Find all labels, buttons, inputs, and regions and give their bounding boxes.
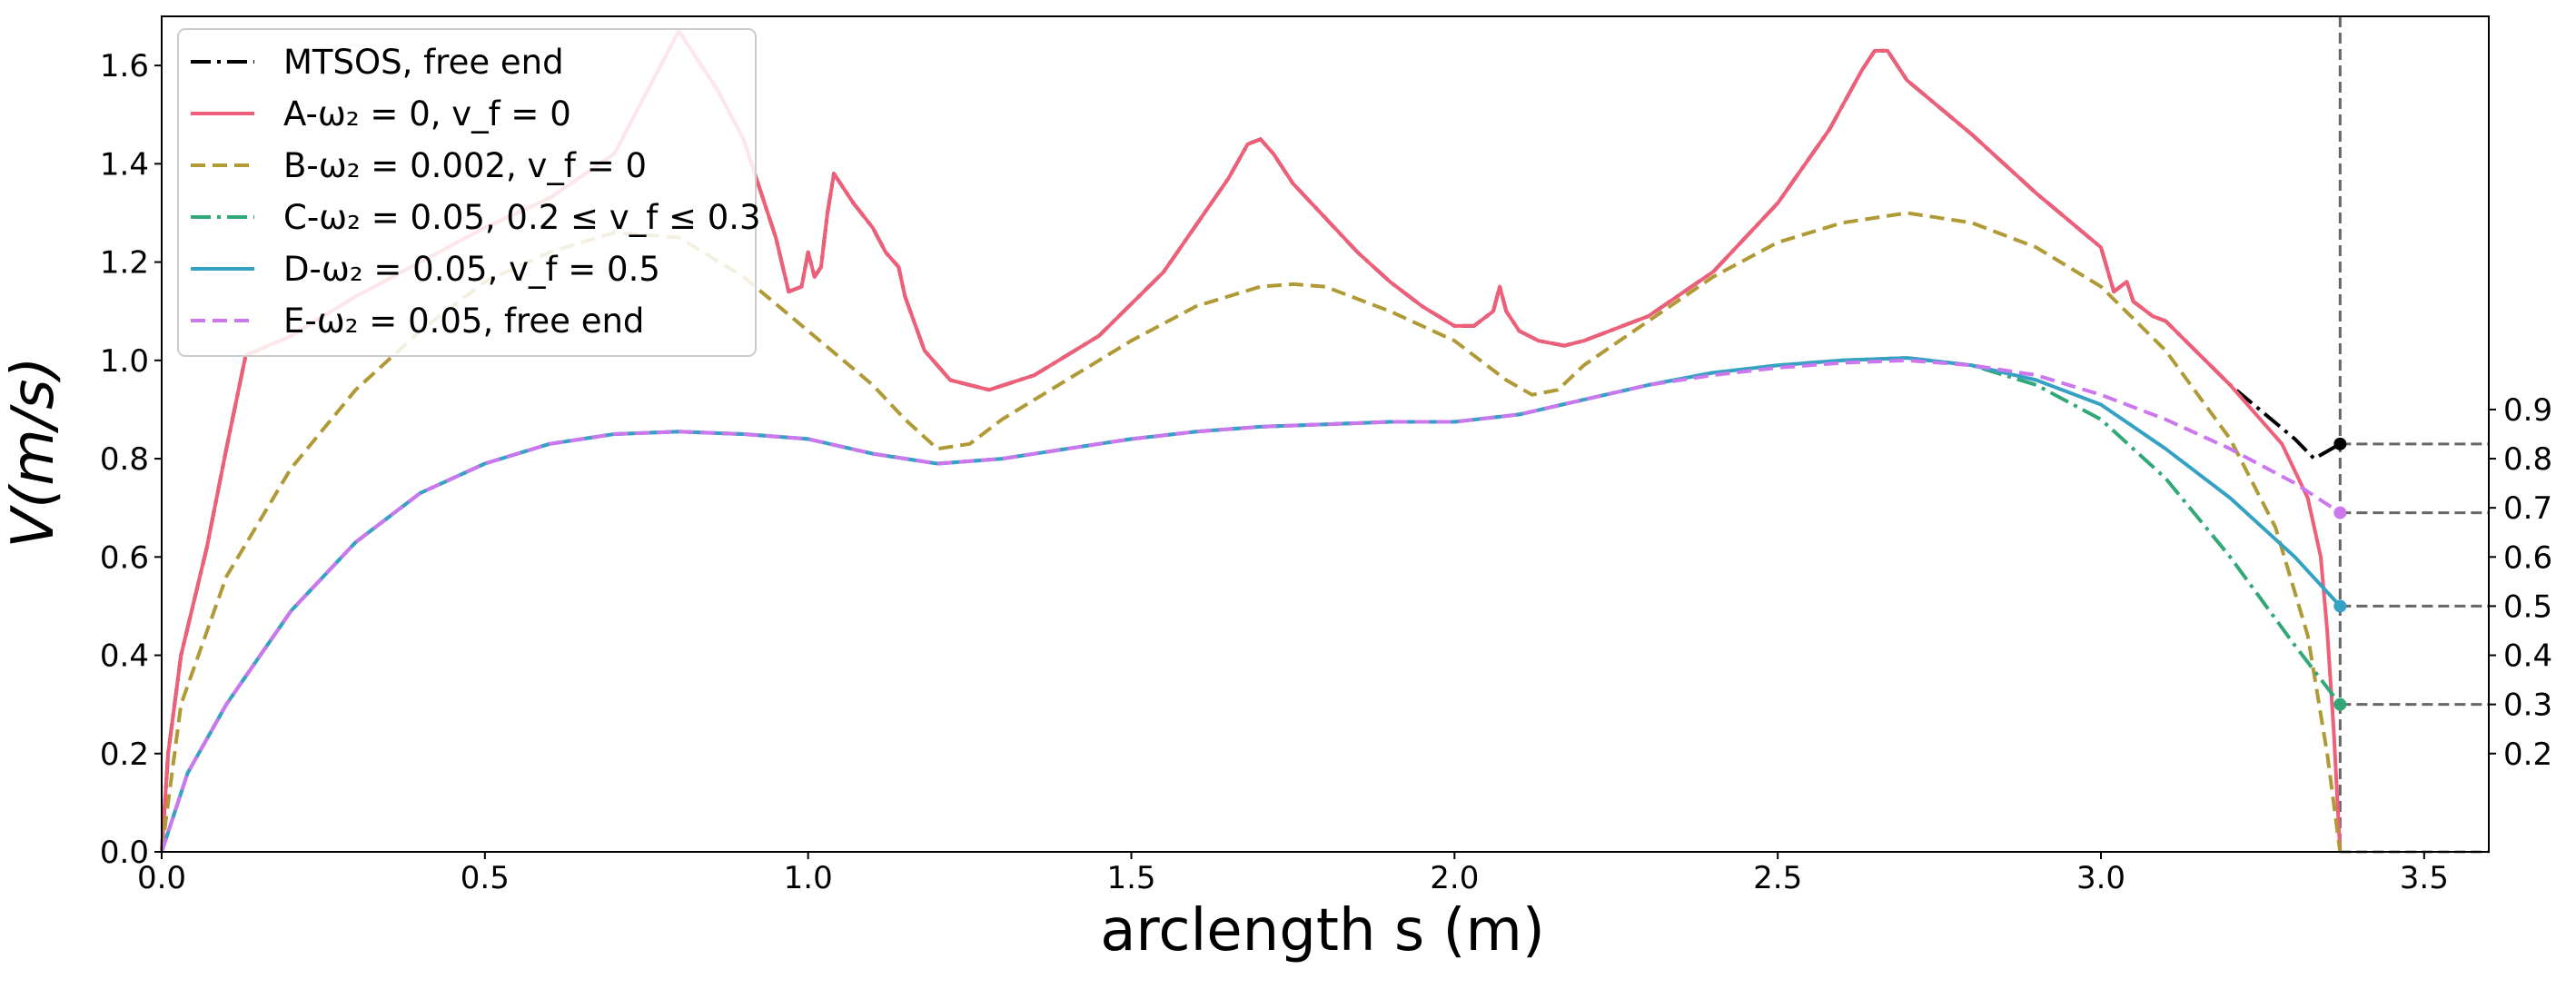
x-tick-label: 3.0 bbox=[2076, 860, 2125, 896]
end-point-marker bbox=[2333, 437, 2347, 450]
y-tick-label: 1.2 bbox=[100, 245, 149, 282]
plot-frame bbox=[161, 15, 2490, 853]
y-tick-label: 0.8 bbox=[100, 441, 149, 478]
end-point-marker bbox=[2333, 506, 2347, 519]
plot-area bbox=[160, 16, 2489, 854]
series-line-f bbox=[160, 358, 2342, 853]
legend-entry-label: C-ω₂ = 0.05, 0.2 ≤ v_f ≤ 0.3 bbox=[283, 198, 761, 237]
right-tick-label: 0.9 bbox=[2503, 392, 2552, 429]
series-line-d bbox=[160, 356, 2342, 853]
y-tick-label: 1.6 bbox=[100, 48, 149, 84]
x-tick-label: 1.0 bbox=[784, 860, 833, 896]
axes: arclength s (m) V(m/s) 0.0 0.5 1.0 1.5 2.0 2.… bbox=[0, 15, 2552, 964]
right-tick-label: 0.2 bbox=[2503, 737, 2552, 773]
right-tick-label: 0.8 bbox=[2503, 441, 2552, 478]
y-tick-label: 0.4 bbox=[100, 638, 149, 675]
x-tick-label: 3.5 bbox=[2400, 860, 2449, 896]
right-tick-label: 0.4 bbox=[2503, 638, 2552, 675]
series-line-e bbox=[160, 356, 2342, 853]
x-axis-label: arclength s (m) bbox=[1100, 897, 1545, 964]
y-tick-label: 0.0 bbox=[100, 835, 149, 871]
y-tick-label: 0.6 bbox=[100, 539, 149, 576]
x-tick-label: 0.5 bbox=[461, 860, 510, 896]
y-tick-label: 1.4 bbox=[100, 146, 149, 183]
right-tick-label: 0.3 bbox=[2503, 687, 2552, 724]
y-tick-label: 1.0 bbox=[100, 343, 149, 380]
legend-entry-label: A-ω₂ = 0, v_f = 0 bbox=[283, 94, 571, 134]
x-tick-label: 0.0 bbox=[137, 860, 186, 896]
end-point-marker bbox=[2333, 697, 2347, 711]
legend-entry-label: E-ω₂ = 0.05, free end bbox=[283, 302, 644, 341]
right-tick-label: 0.6 bbox=[2503, 539, 2552, 576]
x-tick-label: 2.0 bbox=[1430, 860, 1479, 896]
legend-entry-label: B-ω₂ = 0.002, v_f = 0 bbox=[283, 146, 647, 185]
legend-entry-label: MTSOS, free end bbox=[283, 43, 564, 82]
legend-box bbox=[177, 28, 757, 357]
legend-entry-label: D-ω₂ = 0.05, v_f = 0.5 bbox=[283, 250, 660, 289]
legend: MTSOS, free end A-ω₂ = 0, v_f = 0 B-ω₂ = 0… bbox=[177, 28, 761, 357]
right-tick-label: 0.5 bbox=[2503, 588, 2552, 625]
right-tick-label: 0.7 bbox=[2503, 490, 2552, 527]
end-point-marker bbox=[2333, 599, 2347, 613]
y-axis-label: V(m/s) bbox=[0, 357, 67, 549]
x-tick-label: 2.5 bbox=[1753, 860, 1802, 896]
y-tick-label: 0.2 bbox=[100, 737, 149, 773]
x-tick-label: 1.5 bbox=[1106, 860, 1155, 896]
